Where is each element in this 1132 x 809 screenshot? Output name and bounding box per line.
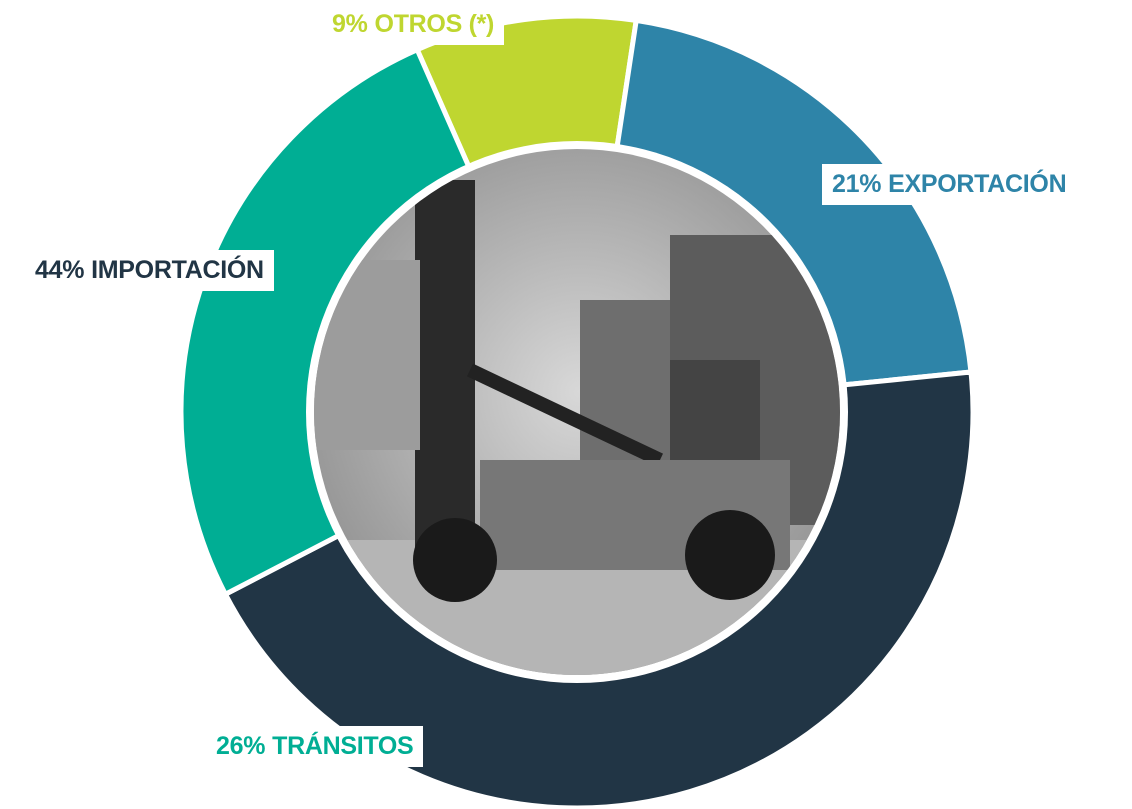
value-label: 21% (832, 170, 881, 198)
segment-label: 21%EXPORTACIÓN (822, 164, 1076, 205)
value-label: 26% (216, 732, 265, 760)
category-label: IMPORTACIÓN (91, 256, 264, 284)
category-label: OTROS (*) (375, 10, 495, 38)
value-label: 9% (332, 10, 368, 38)
segment-label: 26%TRÁNSITOS (206, 726, 423, 767)
chart: 9%OTROS (*) 21%EXPORTACIÓN 44%IMPORTACIÓN 2… (0, 0, 1132, 809)
category-label: EXPORTACIÓN (888, 170, 1066, 198)
category-label: TRÁNSITOS (272, 732, 413, 760)
donut-chart (0, 0, 1132, 809)
segment-label: 9%OTROS (*) (322, 4, 504, 45)
value-label: 44% (35, 256, 84, 284)
segment-label: 44%IMPORTACIÓN (25, 250, 274, 291)
